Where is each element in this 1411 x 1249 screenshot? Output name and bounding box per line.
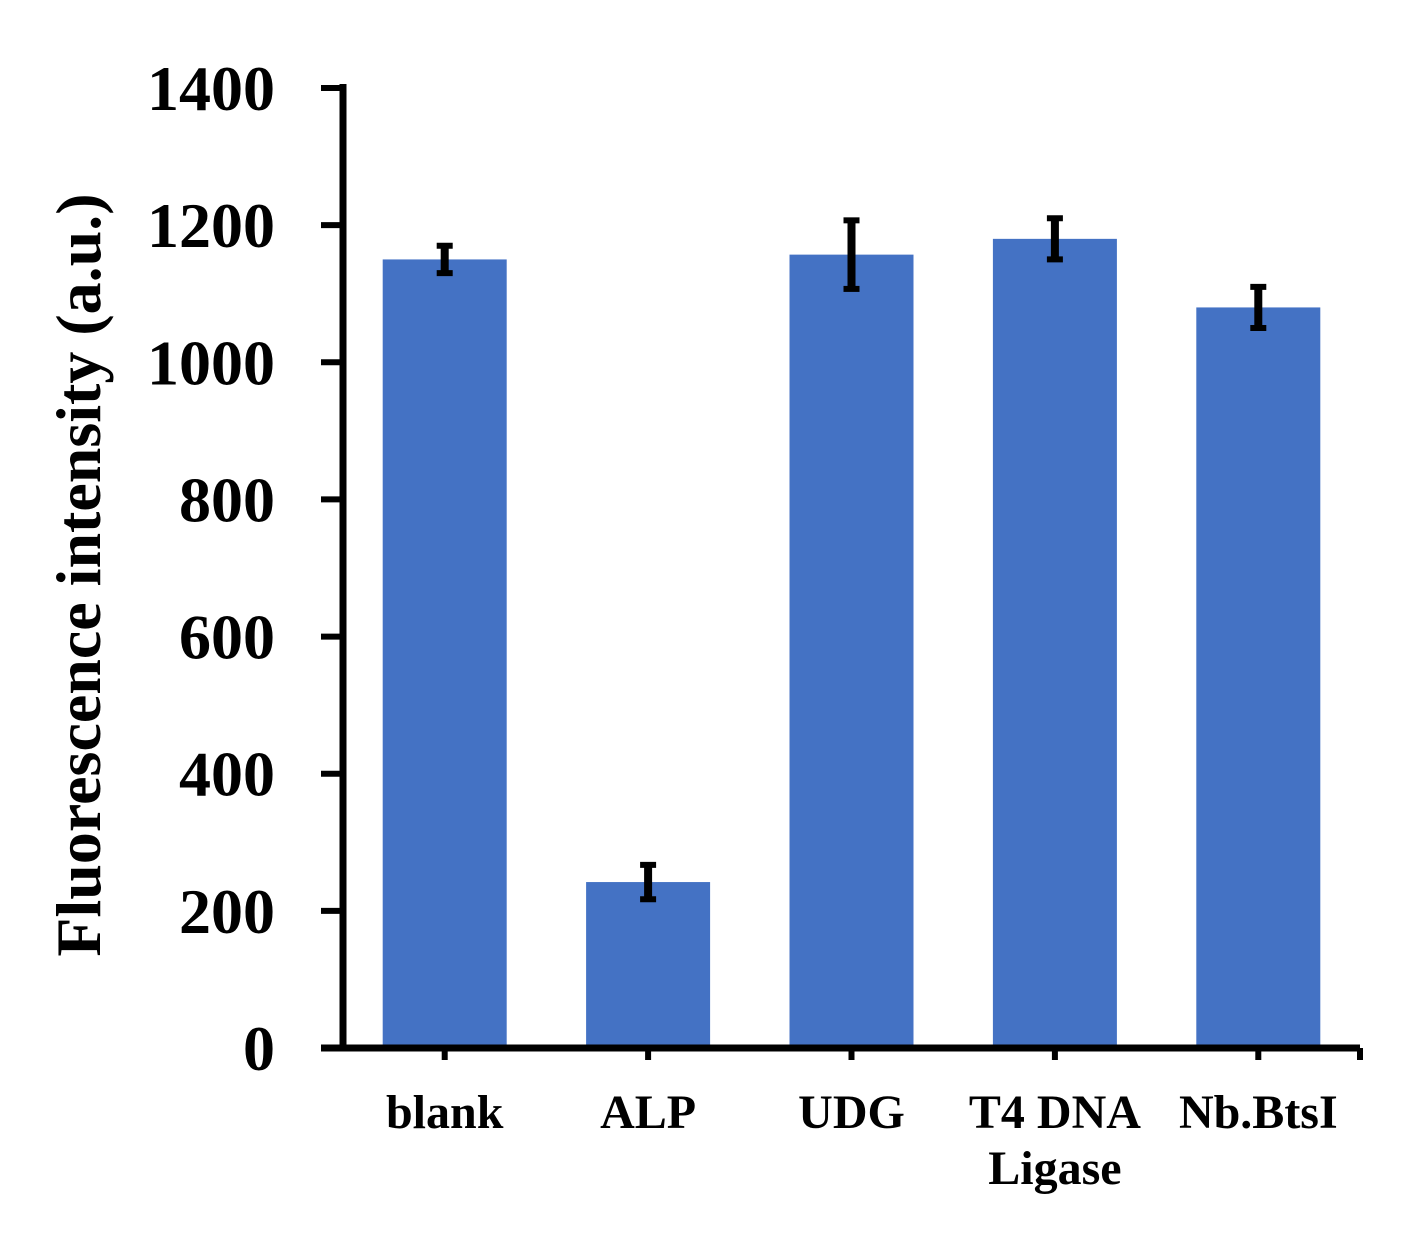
x-category-label: T4 DNA: [969, 1086, 1141, 1139]
error-bar-layer: [436, 215, 1267, 903]
bar: [789, 254, 914, 1049]
bar: [1196, 307, 1321, 1048]
y-tick-layer: 0 200 400 600 800 1000 1200 1400: [147, 53, 343, 1084]
y-tick-label: 0: [243, 1013, 275, 1084]
x-category-label: Ligase: [988, 1142, 1121, 1195]
y-tick-label: 800: [179, 464, 275, 535]
y-tick-label: 600: [179, 602, 275, 673]
y-tick-label: 1200: [147, 190, 275, 261]
axis-title-layer: Fluorescence intensity (a.u.): [43, 193, 114, 956]
bar-layer: [382, 238, 1321, 1049]
axis-layer: [321, 84, 1363, 1060]
x-category-label: Nb.BtsI: [1179, 1086, 1338, 1139]
bar: [586, 882, 711, 1048]
y-axis-title: Fluorescence intensity (a.u.): [43, 193, 114, 956]
x-category-label: blank: [386, 1086, 504, 1139]
x-category-label: ALP: [600, 1086, 696, 1139]
x-category-label: UDG: [798, 1086, 905, 1139]
bar: [382, 259, 507, 1048]
y-tick-label: 200: [179, 876, 275, 947]
y-tick-label: 400: [179, 739, 275, 810]
bar: [992, 238, 1117, 1048]
y-tick-label: 1400: [147, 53, 275, 124]
y-tick-label: 1000: [147, 327, 275, 398]
